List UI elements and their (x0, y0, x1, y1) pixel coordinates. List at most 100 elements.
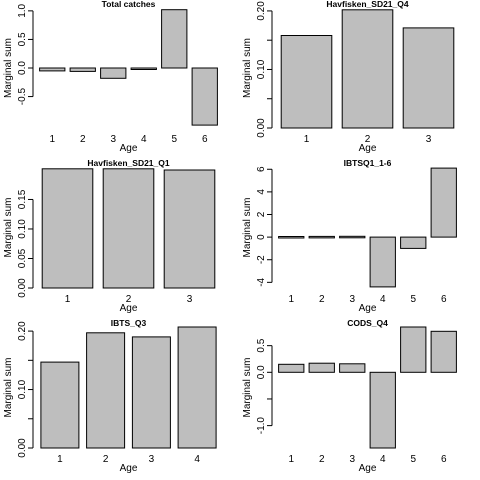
x-tick-label: 2 (80, 134, 86, 145)
y-tick-label: 4 (256, 189, 267, 195)
x-tick-label: 2 (126, 294, 132, 305)
chart-title: IBTSQ1_1-6 (344, 158, 392, 168)
y-tick-label: -1.0 (256, 417, 267, 435)
x-tick-label: 5 (411, 294, 417, 305)
bar (400, 326, 427, 373)
x-tick-label: 1 (50, 134, 56, 145)
bar (369, 371, 396, 449)
x-tick-label: 3 (350, 294, 356, 305)
y-tick-label: 0.00 (17, 438, 28, 458)
y-tick-label: 0.15 (17, 189, 28, 209)
bar (280, 35, 333, 129)
chart-panel-2: 1 2 3 0.00 0.10 0.20 Havfisken_SD21_Q4 Age Margi… (242, 0, 455, 154)
y-tick-label: 0.10 (17, 219, 28, 239)
chart-title: Havfisken_SD21_Q4 (326, 0, 408, 9)
y-tick-label: 0.00 (17, 278, 28, 298)
x-tick-label: 6 (441, 294, 447, 305)
y-axis-label: Marginal sum (3, 197, 14, 257)
chart-panel-6: 1 2 3 4 5 6 -1.0 0.0 0.5 CODS_Q4 Age Marginal sum (242, 318, 457, 474)
x-tick-label: 1 (304, 134, 310, 145)
bar (86, 332, 126, 449)
x-tick-label: 3 (187, 294, 193, 305)
bar (102, 168, 155, 289)
bar (341, 9, 394, 129)
x-tick-label: 3 (350, 454, 356, 465)
y-tick-label: -0.5 (17, 88, 28, 106)
y-axis-label: Marginal sum (242, 197, 253, 257)
y-axis-label: Marginal sum (3, 357, 14, 417)
chart-panel-3: 1 2 3 0.00 0.05 0.10 0.15 Havfisken_SD21_Q1 Age M… (3, 158, 216, 314)
y-tick-label: 0.00 (256, 118, 267, 138)
chart-title: CODS_Q4 (347, 318, 388, 328)
bar (278, 236, 305, 239)
bar (339, 235, 366, 239)
y-tick-label: -4 (256, 277, 267, 286)
chart-panel-1: 1 2 3 4 5 6 -0.5 0.0 0.5 1.0 Total catches Age Margi… (3, 0, 218, 154)
chart-panel-4: 1 2 3 4 5 6 -4 -2 0 2 4 6 IBTSQ1_1-6 Age Marginal sum (242, 158, 457, 314)
bar (308, 362, 335, 373)
bar (161, 9, 188, 69)
x-tick-label: 3 (426, 134, 432, 145)
x-tick-label: 5 (172, 134, 178, 145)
chart-title: IBTS_Q3 (111, 318, 147, 328)
y-tick-label: 0.20 (256, 1, 267, 21)
x-tick-label: 1 (289, 454, 295, 465)
x-tick-label: 5 (411, 454, 417, 465)
x-tick-label: 6 (202, 134, 208, 145)
bar (130, 67, 157, 70)
y-tick-label: -2 (256, 255, 267, 264)
y-tick-label: 0.10 (256, 59, 267, 79)
x-tick-label: 4 (380, 454, 386, 465)
x-tick-label: 2 (365, 134, 371, 145)
bar (191, 67, 218, 126)
x-tick-label: 4 (380, 294, 386, 305)
x-tick-label: 4 (194, 454, 200, 465)
bar (402, 27, 455, 129)
x-tick-label: 6 (441, 454, 447, 465)
bar (131, 336, 171, 449)
bar (40, 361, 80, 449)
x-tick-label: 1 (289, 294, 295, 305)
bar (100, 67, 127, 79)
chart-title: Total catches (102, 0, 156, 9)
y-tick-label: 1.0 (17, 3, 28, 17)
bar (39, 67, 66, 72)
y-tick-label: 0.5 (256, 338, 267, 352)
x-axis-label: Age (120, 463, 138, 474)
y-tick-label: 0.10 (17, 379, 28, 399)
bar (177, 326, 217, 449)
x-axis-label: Age (359, 143, 377, 154)
bar (339, 363, 366, 373)
y-tick-label: 2 (256, 211, 267, 217)
bar (69, 67, 96, 72)
x-axis-label: Age (120, 143, 138, 154)
x-tick-label: 2 (103, 454, 109, 465)
x-axis-label: Age (359, 303, 377, 314)
x-axis-label: Age (120, 303, 138, 314)
y-axis-label: Marginal sum (242, 38, 253, 98)
bar (278, 363, 305, 373)
x-tick-label: 4 (141, 134, 147, 145)
chart-title: Havfisken_SD21_Q1 (87, 158, 169, 168)
y-axis-label: Marginal sum (3, 38, 14, 98)
x-tick-label: 2 (319, 294, 325, 305)
x-axis-label: Age (359, 463, 377, 474)
y-tick-label: 6 (256, 166, 267, 172)
bar (400, 236, 427, 249)
y-axis-label: Marginal sum (242, 357, 253, 417)
y-tick-label: 0 (256, 234, 267, 240)
x-tick-label: 1 (65, 294, 71, 305)
y-tick-label: 0.0 (17, 61, 28, 75)
chart-panel-5: 1 2 3 4 0.00 0.10 0.20 IBTS_Q3 Age Marginal sum (3, 318, 217, 474)
bar (41, 168, 94, 289)
y-tick-label: 0.0 (256, 365, 267, 379)
x-tick-label: 1 (57, 454, 63, 465)
x-tick-label: 2 (319, 454, 325, 465)
y-tick-label: 0.5 (17, 32, 28, 46)
y-tick-label: 0.05 (17, 248, 28, 268)
y-tick-label: 0.20 (17, 321, 28, 341)
x-tick-label: 3 (149, 454, 155, 465)
x-tick-label: 3 (111, 134, 117, 145)
bar (369, 236, 396, 288)
